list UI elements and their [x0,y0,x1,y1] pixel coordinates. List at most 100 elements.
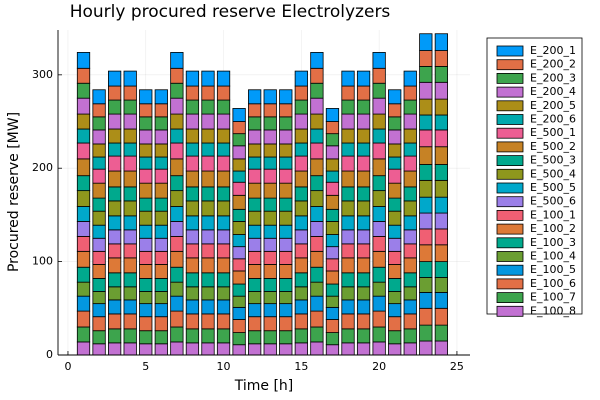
bar-segment [388,330,402,345]
bar-segment [170,175,184,192]
bar-segment [92,291,106,305]
bar-segment [372,221,386,237]
bar-segment [388,182,402,199]
bar-segment [76,310,91,328]
bar-segment [139,264,153,279]
bar-segment [185,328,200,344]
bar-segment [279,89,293,105]
bar-segment [154,316,168,332]
bar-segment [76,82,91,99]
bar-segment [341,85,355,101]
bar-segment [108,113,122,130]
bar-segment [263,303,277,318]
bar-segment [170,142,184,160]
bar-segment [325,234,340,248]
bar-segment [341,113,355,130]
bar-segment [216,128,231,144]
legend-swatch [496,251,524,262]
bar-segment [325,108,340,122]
bar-segment [263,291,277,305]
bar-segment [123,229,137,245]
bar-segment [263,210,277,226]
bar-segment [154,129,168,145]
bar-segment [201,243,215,259]
bar-segment [92,303,106,318]
bar-segment [139,103,153,118]
bar-segment [388,156,402,170]
bar-segment [403,99,417,115]
bar-segment [76,113,91,130]
bar-segment [108,85,122,101]
bar-segment [310,221,324,237]
bar-segment [248,210,262,226]
bar-segment [76,281,91,297]
bar-segment [388,291,402,305]
legend-swatch [496,127,524,139]
bar-segment [403,113,417,130]
bar-segment [263,103,277,118]
bar-segment [201,186,215,202]
bar-segment [123,243,137,259]
bar-segment [139,250,153,265]
bar-segment [170,67,184,84]
bar-segment [185,99,200,115]
bar-segment [232,234,246,248]
bar-segment [248,264,262,279]
bar-segment [232,133,246,147]
bar-segment [403,257,417,274]
bar-segment [310,190,324,207]
bar-segment [434,129,448,148]
bar-segment [419,324,433,342]
bar-segment [232,145,246,160]
bar-segment [372,310,386,328]
bar-segment [76,266,91,283]
legend-swatch [496,305,524,317]
bar-segment [92,250,106,265]
bar-segment [216,286,231,301]
bar-segment [341,155,355,172]
bar-segment [123,328,137,344]
bar-segment [154,103,168,118]
bar-segment [434,228,448,246]
bar-segment [388,103,402,118]
bar-segment [216,70,231,87]
bar-segment [92,264,106,279]
bar-segment [201,142,215,157]
bar-segment [388,129,402,145]
bar-segment [170,281,184,297]
bar-segment [76,142,91,160]
legend-swatch [496,292,524,304]
bar-segment [232,295,246,308]
bar-segment [279,250,293,265]
bar-segment [92,224,106,239]
bar-segment [279,116,293,131]
bar-segment [139,330,153,345]
bar-segment [403,170,417,188]
bar-segment [170,326,184,343]
bar-segment [279,264,293,279]
bar-segment [201,272,215,288]
legend-label: E_100_7 [530,291,576,304]
bar-segment [108,99,122,115]
bar-segment [310,266,324,283]
bar-segment [123,342,137,356]
bar-segment [92,237,106,252]
bar-segment [434,98,448,116]
bar-segment [372,250,386,268]
legend-swatch [496,182,524,194]
bar-segment [341,200,355,217]
bar-segment [201,200,215,217]
bar-segment [263,224,277,239]
bar-segment [123,113,137,130]
legend-label: E_500_6 [530,195,576,208]
bar-segment [185,299,200,315]
bar-segment [263,278,277,292]
bar-segment [279,143,293,158]
legend-label: E_200_1 [530,44,576,57]
bar-segment [310,326,324,343]
legend-swatch [496,209,524,221]
bar-segment [185,257,200,274]
bar-segment [123,257,137,274]
bar-segment [216,113,231,130]
